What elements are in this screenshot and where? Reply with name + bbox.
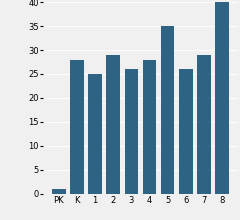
Bar [161,26,174,194]
Bar [179,69,192,194]
Bar [70,60,84,194]
Bar [125,69,138,194]
Bar [143,60,156,194]
Bar [197,55,211,194]
Bar [215,2,229,194]
Bar [88,74,102,194]
Bar [52,189,66,194]
Bar [106,55,120,194]
